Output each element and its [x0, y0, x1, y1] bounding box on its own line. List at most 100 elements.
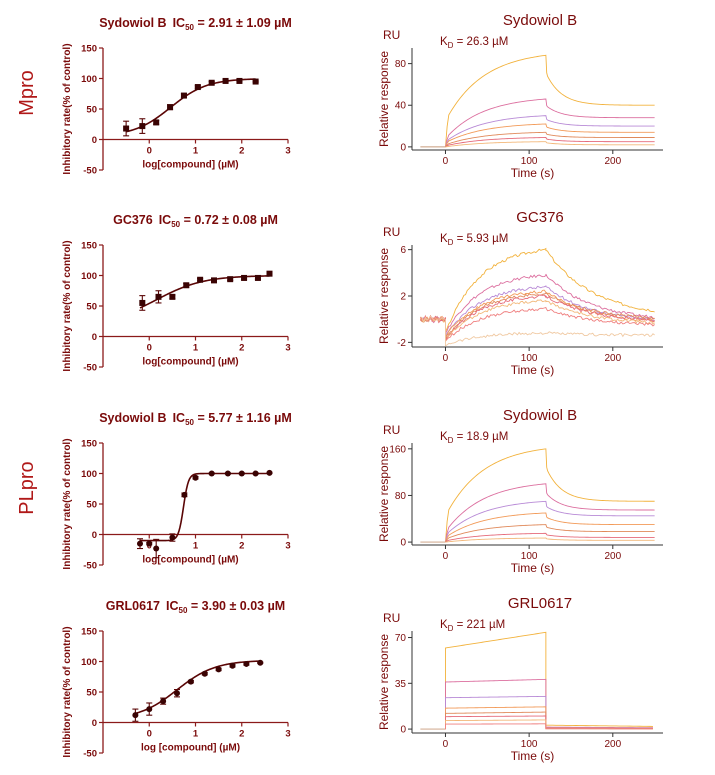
chart-title: Sydowiol B: [503, 12, 577, 29]
marker-circle: [224, 470, 231, 477]
marker-square: [167, 104, 174, 111]
data-point: [146, 702, 153, 716]
kd-label: K: [440, 431, 448, 443]
y-axis-label: Relative response: [377, 634, 391, 730]
data-point: [192, 474, 199, 481]
y-tick-label: 160: [389, 444, 406, 455]
y-tick-label: 100: [81, 657, 97, 668]
chart-title: GC376 IC50 = 0.72 ± 0.08 µM: [113, 213, 278, 229]
marker-square: [252, 78, 259, 85]
kd-label: K: [440, 36, 448, 48]
y-tick-label: 150: [81, 241, 97, 252]
x-tick-label: 0: [443, 156, 449, 167]
ic50-subscript: 50: [185, 418, 194, 427]
ic50-value: = 3.90 ± 0.03 µM: [187, 599, 285, 613]
x-tick-label: 0: [147, 729, 152, 740]
sensorgram-curve: [445, 537, 655, 543]
y-tick-label: 50: [86, 302, 97, 313]
marker-square: [197, 276, 204, 283]
x-tick-label: 1: [193, 541, 199, 552]
marker-square: [208, 79, 215, 86]
sensorgram-curve: [445, 123, 655, 148]
data-point: [252, 78, 259, 85]
y-tick-label: 0: [92, 530, 97, 541]
marker-circle: [137, 540, 143, 547]
row-label: Mpro: [16, 70, 38, 116]
data-point: [208, 79, 215, 86]
kd-value: = 26.3 µM: [453, 36, 508, 48]
ic50-value: = 5.77 ± 1.16 µM: [194, 411, 292, 425]
unit-label: RU: [383, 225, 400, 239]
data-point: [169, 533, 176, 542]
marker-circle: [153, 545, 160, 552]
x-tick-label: 3: [285, 729, 290, 740]
y-axis-label: Relative response: [377, 51, 391, 147]
kd-annotation: KD = 26.3 µM: [440, 36, 508, 50]
dose-response-chart: Sydowiol B IC50 = 2.91 ± 1.09 µM-50050100…: [62, 16, 292, 177]
x-tick-label: 200: [604, 551, 621, 562]
data-point: [252, 470, 259, 477]
ic50-label: IC: [159, 213, 172, 227]
marker-square: [153, 119, 160, 126]
sensorgram-curve: [420, 247, 655, 333]
data-point: [236, 77, 243, 84]
fit-curve: [140, 472, 270, 542]
y-tick-label: 0: [400, 142, 406, 153]
sensorgram-curve: [445, 98, 655, 147]
unit-label: RU: [383, 28, 400, 42]
marker-circle: [160, 698, 167, 705]
sensorgram-curve: [445, 131, 655, 148]
marker-circle: [229, 662, 236, 669]
marker-square: [254, 274, 261, 281]
x-tick-label: 0: [147, 343, 152, 354]
sensorgram-curve: [445, 500, 655, 543]
data-point: [153, 538, 160, 559]
spr-sensorgram-chart: Sydowiol B RU KD = 26.3 µM 0 40 80 0 100 200 Time…: [377, 12, 663, 180]
data-point: [197, 276, 204, 283]
y-tick-label: 2: [400, 292, 406, 303]
sensorgram-curve: [445, 631, 653, 730]
marker-circle: [243, 660, 250, 667]
spr-sensorgram-chart: Sydowiol B RU KD = 18.9 µM 0 80 160 0 100 200 Tim…: [377, 407, 663, 575]
dose-response-chart: Sydowiol B IC50 = 5.77 ± 1.16 µM-50050100…: [62, 411, 292, 572]
kd-annotation: KD = 18.9 µM: [440, 431, 508, 445]
sensorgram-curve: [445, 678, 653, 730]
dose-response-chart: GRL0617 IC50 = 3.90 ± 0.03 µM-50050100150…: [62, 599, 291, 760]
x-axis-label: log [compound] (µM): [141, 743, 240, 754]
sensorgram-curve: [445, 723, 653, 730]
sensorgram-curve: [420, 306, 655, 342]
sensorgram-curve: [445, 54, 655, 147]
ic50-value: = 0.72 ± 0.08 µM: [180, 213, 278, 227]
data-point: [254, 274, 261, 281]
kd-subscript: D: [448, 436, 454, 445]
marker-circle: [187, 678, 194, 685]
marker-square: [123, 125, 130, 132]
marker-circle: [266, 469, 273, 476]
data-point: [167, 104, 174, 111]
x-axis-label: log[compound] (µM): [142, 555, 238, 566]
kd-label: K: [440, 233, 448, 245]
x-tick-label: 3: [285, 541, 290, 552]
sensorgram-curve: [445, 532, 655, 543]
x-axis-label: Time (s): [511, 749, 555, 763]
data-point: [227, 276, 234, 283]
marker-circle: [238, 470, 245, 477]
marker-circle: [132, 712, 139, 719]
marker-circle: [257, 659, 264, 666]
x-tick-label: 3: [285, 146, 290, 157]
chart-title: GC376: [516, 209, 564, 226]
marker-circle: [169, 534, 176, 541]
y-tick-label: 40: [395, 101, 407, 112]
marker-circle: [146, 540, 153, 547]
marker-square: [266, 270, 273, 277]
y-axis-label: Inhibitory rate(% of control): [62, 43, 73, 174]
sensorgram-curve: [445, 483, 655, 543]
y-tick-label: -50: [83, 363, 97, 374]
y-tick-label: -50: [83, 166, 97, 177]
data-point: [211, 277, 217, 284]
y-tick-label: 50: [86, 105, 97, 116]
kd-annotation: KD = 5.93 µM: [440, 233, 508, 247]
data-point: [241, 274, 248, 281]
x-tick-label: 3: [285, 343, 290, 354]
